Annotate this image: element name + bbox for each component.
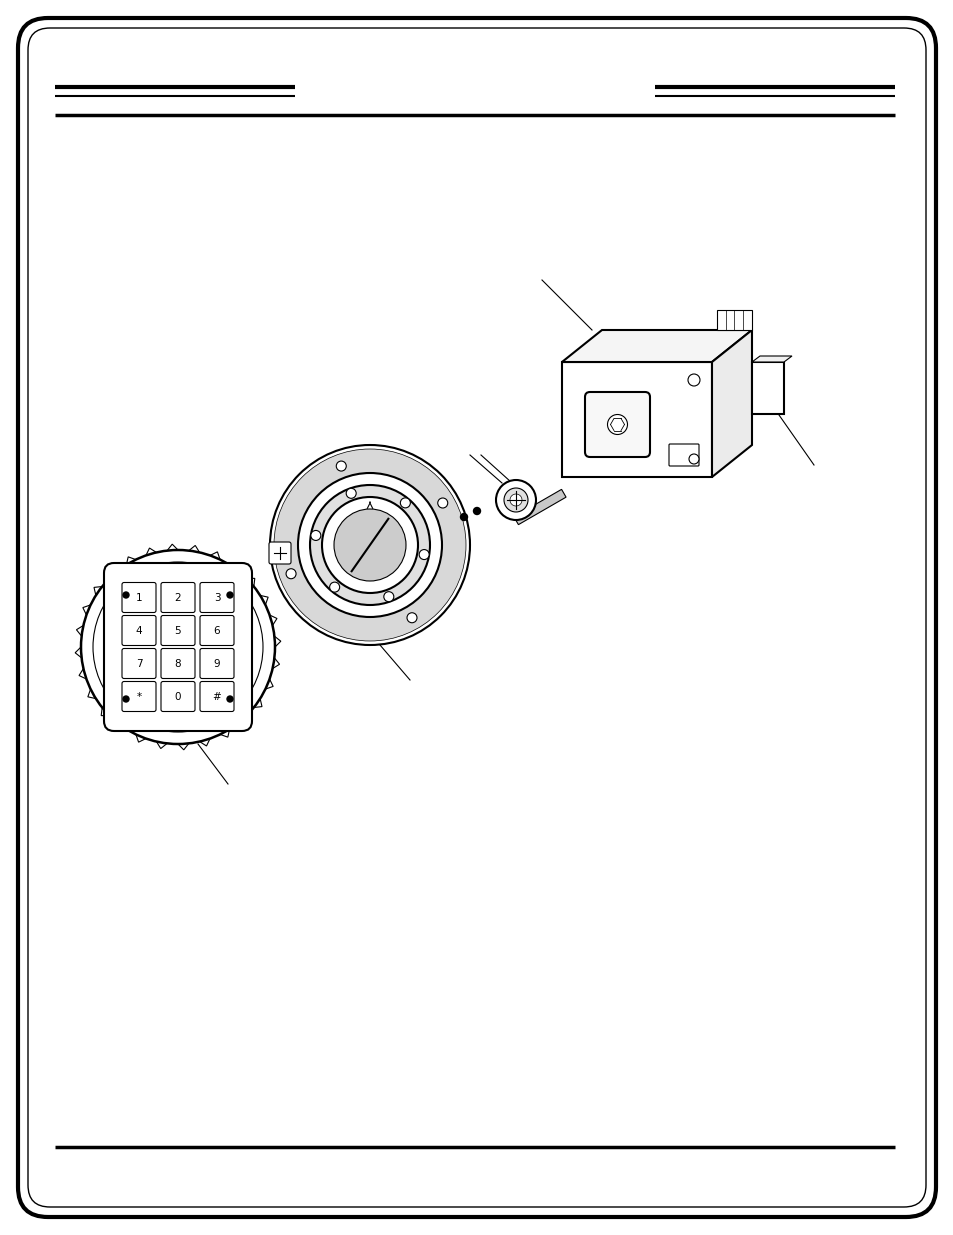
FancyBboxPatch shape <box>200 583 233 613</box>
Circle shape <box>274 450 465 641</box>
Polygon shape <box>561 330 751 362</box>
Circle shape <box>437 498 447 508</box>
FancyBboxPatch shape <box>668 445 699 466</box>
Text: 7: 7 <box>135 658 142 668</box>
Text: 4: 4 <box>135 625 142 636</box>
Circle shape <box>418 550 429 559</box>
FancyBboxPatch shape <box>122 615 156 646</box>
Circle shape <box>297 473 441 618</box>
FancyBboxPatch shape <box>18 19 935 1216</box>
FancyBboxPatch shape <box>200 682 233 711</box>
Circle shape <box>311 531 320 541</box>
FancyBboxPatch shape <box>122 648 156 678</box>
Circle shape <box>496 480 536 520</box>
Circle shape <box>270 445 470 645</box>
Polygon shape <box>561 362 711 477</box>
FancyBboxPatch shape <box>161 615 194 646</box>
Circle shape <box>473 508 480 515</box>
FancyBboxPatch shape <box>161 682 194 711</box>
Text: 5: 5 <box>174 625 181 636</box>
Circle shape <box>460 514 467 520</box>
FancyBboxPatch shape <box>200 615 233 646</box>
Circle shape <box>510 494 521 506</box>
FancyBboxPatch shape <box>122 583 156 613</box>
FancyBboxPatch shape <box>161 648 194 678</box>
Text: 6: 6 <box>213 625 220 636</box>
Circle shape <box>383 592 394 601</box>
Circle shape <box>286 569 295 579</box>
Polygon shape <box>751 356 791 362</box>
Circle shape <box>92 562 263 732</box>
Circle shape <box>227 592 233 598</box>
Polygon shape <box>717 310 751 330</box>
Text: 1: 1 <box>135 593 142 603</box>
Circle shape <box>334 509 406 580</box>
Text: 2: 2 <box>174 593 181 603</box>
Circle shape <box>688 454 699 464</box>
Polygon shape <box>711 330 751 477</box>
FancyBboxPatch shape <box>584 391 649 457</box>
Circle shape <box>687 374 700 387</box>
Circle shape <box>407 613 416 622</box>
Circle shape <box>503 488 527 513</box>
FancyBboxPatch shape <box>104 563 252 731</box>
Text: *: * <box>136 692 141 701</box>
Polygon shape <box>514 489 565 525</box>
Polygon shape <box>751 362 783 414</box>
Circle shape <box>346 488 355 498</box>
FancyBboxPatch shape <box>161 583 194 613</box>
Circle shape <box>227 697 233 701</box>
Circle shape <box>607 415 627 435</box>
Circle shape <box>310 485 430 605</box>
Circle shape <box>330 582 339 592</box>
Circle shape <box>123 592 129 598</box>
Circle shape <box>123 697 129 701</box>
Circle shape <box>335 461 346 471</box>
Text: 8: 8 <box>174 658 181 668</box>
Circle shape <box>322 496 417 593</box>
FancyBboxPatch shape <box>122 682 156 711</box>
Circle shape <box>400 498 410 508</box>
Text: 3: 3 <box>213 593 220 603</box>
FancyBboxPatch shape <box>200 648 233 678</box>
Text: 0: 0 <box>174 692 181 701</box>
Text: 9: 9 <box>213 658 220 668</box>
Text: #: # <box>213 692 221 701</box>
FancyBboxPatch shape <box>269 542 291 564</box>
